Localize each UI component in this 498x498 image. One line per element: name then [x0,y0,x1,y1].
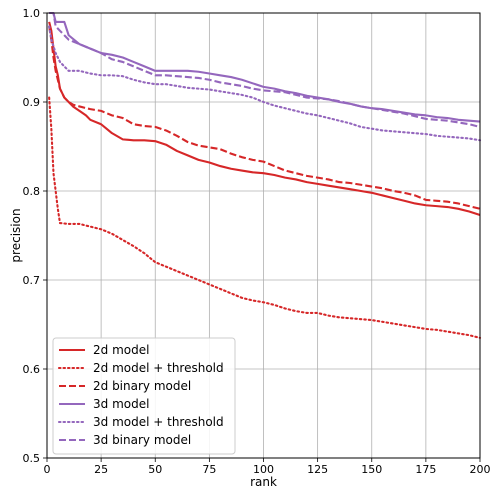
legend-label-2: 2d binary model [93,379,191,393]
y-tick-label: 0.5 [23,452,41,465]
ticks: 0 25 50 75 100 125 150 175 200 0.5 0.6 0.7 0.8 0.9 1.0 [23,7,491,476]
x-tick-label: 125 [307,463,328,476]
series-line-1 [48,96,482,339]
legend: 2d model 2d model + threshold 2d binary mo… [52,337,236,455]
y-tick-label: 0.8 [23,185,41,198]
x-tick-label: 0 [44,463,51,476]
x-tick-label: 100 [253,463,274,476]
y-tick-label: 1.0 [23,7,41,20]
legend-label-5: 3d binary model [93,433,191,447]
y-tick-label: 0.6 [23,363,41,376]
legend-box [52,337,236,455]
series-line-0 [48,21,481,217]
x-tick-label: 25 [94,463,108,476]
x-axis-label: rank [250,475,277,489]
legend-label-4: 3d model + threshold [93,415,224,429]
y-axis-label: precision [9,208,23,262]
y-tick-label: 0.9 [23,96,41,109]
x-tick-label: 50 [148,463,162,476]
series-layer [48,11,482,339]
series-line-5 [49,11,481,128]
x-tick-label: 150 [361,463,382,476]
series-line-4 [48,25,482,142]
series-line-2 [48,26,481,210]
legend-label-3: 3d model [93,397,149,411]
y-tick-label: 0.7 [23,274,41,287]
x-tick-label: 175 [415,463,436,476]
legend-label-1: 2d model + threshold [93,361,224,375]
x-tick-label: 75 [202,463,216,476]
legend-label-0: 2d model [93,343,149,357]
x-tick-label: 200 [470,463,491,476]
